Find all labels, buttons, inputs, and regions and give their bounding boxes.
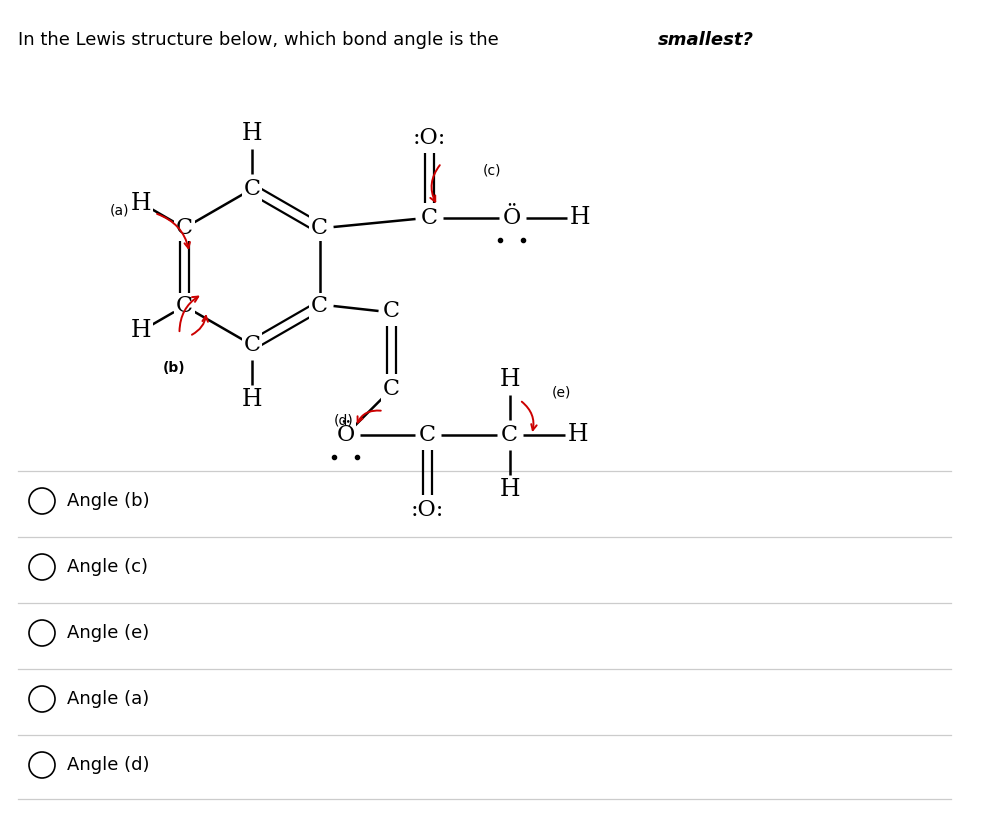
- Text: :O:: :O:: [412, 127, 447, 149]
- Text: (d): (d): [334, 414, 353, 428]
- Text: C: C: [383, 300, 400, 322]
- Text: H: H: [131, 192, 151, 215]
- Text: C: C: [311, 295, 328, 317]
- Text: smallest?: smallest?: [658, 31, 754, 49]
- Text: (e): (e): [552, 386, 571, 400]
- Text: H: H: [241, 123, 263, 146]
- Text: Angle (b): Angle (b): [67, 492, 150, 510]
- Text: C: C: [501, 424, 518, 446]
- Text: Ö: Ö: [502, 207, 521, 229]
- Text: C: C: [243, 178, 261, 200]
- Text: H: H: [499, 478, 520, 501]
- Text: C: C: [176, 217, 193, 239]
- Text: Ö: Ö: [336, 424, 355, 446]
- Text: C: C: [420, 424, 436, 446]
- Text: H: H: [567, 423, 588, 446]
- Text: (b): (b): [163, 361, 186, 375]
- Text: In the Lewis structure below, which bond angle is the: In the Lewis structure below, which bond…: [18, 31, 504, 49]
- Text: (c): (c): [482, 163, 501, 177]
- Text: :O:: :O:: [411, 499, 445, 521]
- Text: (a): (a): [110, 203, 129, 217]
- Text: C: C: [176, 295, 193, 317]
- Text: Angle (e): Angle (e): [67, 624, 149, 642]
- Text: C: C: [383, 378, 400, 400]
- Text: C: C: [243, 334, 261, 356]
- Text: H: H: [131, 319, 151, 342]
- Text: H: H: [569, 206, 590, 229]
- Text: H: H: [499, 369, 520, 391]
- Text: Angle (d): Angle (d): [67, 756, 150, 774]
- Text: Angle (c): Angle (c): [67, 558, 148, 576]
- Text: C: C: [422, 207, 438, 229]
- Text: Angle (a): Angle (a): [67, 690, 149, 708]
- Text: C: C: [311, 217, 328, 239]
- Text: H: H: [241, 388, 263, 411]
